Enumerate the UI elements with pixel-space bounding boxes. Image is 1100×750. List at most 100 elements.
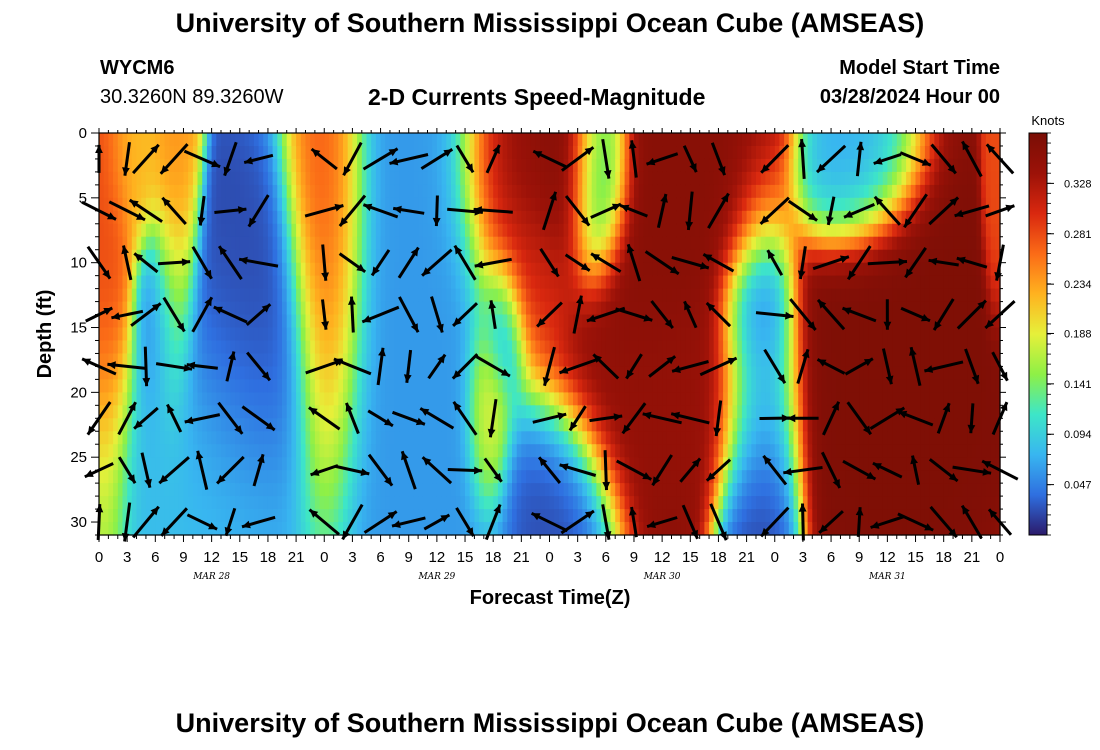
heatmap-cell: [530, 522, 536, 536]
heatmap-cell: [587, 301, 593, 316]
heatmap-cell: [188, 249, 194, 264]
heatmap-cell: [629, 522, 635, 536]
heatmap-cell: [169, 483, 175, 497]
heatmap-cell: [817, 340, 823, 355]
heatmap-cell: [352, 327, 358, 342]
heatmap-cell: [150, 392, 156, 406]
heatmap-cell: [131, 158, 138, 173]
heatmap-cell: [206, 379, 213, 393]
heatmap-cell: [737, 444, 743, 458]
heatmap-cell: [802, 483, 809, 497]
heatmap-cell: [343, 288, 349, 303]
heatmap-cell: [441, 457, 447, 471]
heatmap-cell: [338, 133, 344, 147]
heatmap-cell: [587, 184, 593, 199]
heatmap-cell: [127, 353, 133, 368]
heatmap-cell: [624, 197, 630, 212]
heatmap-cell: [371, 431, 377, 445]
heatmap-cell: [835, 353, 842, 368]
heatmap-cell: [788, 496, 795, 510]
heatmap-cell: [704, 197, 710, 212]
heatmap-cell: [671, 236, 677, 251]
heatmap-cell: [521, 522, 527, 536]
heatmap-cell: [469, 184, 475, 199]
heatmap-cell: [230, 275, 236, 290]
heatmap-cell: [558, 418, 565, 432]
heatmap-cell: [235, 522, 241, 536]
heatmap-cell: [272, 340, 278, 355]
heatmap-cell: [418, 171, 424, 186]
heatmap-cell: [526, 210, 532, 225]
heatmap-cell: [535, 470, 541, 484]
heatmap-cell: [113, 483, 119, 497]
heatmap-cell: [666, 197, 673, 212]
heatmap-cell: [216, 340, 222, 355]
heatmap-cell: [544, 392, 551, 406]
heatmap-cell: [422, 249, 429, 264]
heatmap-cell: [479, 444, 485, 458]
heatmap-cell: [436, 146, 443, 160]
heatmap-cell: [474, 197, 480, 212]
heatmap-cell: [319, 444, 325, 458]
heatmap-cell: [169, 197, 175, 212]
heatmap-cell: [563, 133, 569, 147]
heatmap-cell: [483, 444, 490, 458]
heatmap-cell: [591, 301, 597, 316]
heatmap-cell: [103, 353, 109, 368]
heatmap-cell: [282, 366, 288, 380]
heatmap-cell: [436, 184, 443, 199]
heatmap-cell: [469, 470, 475, 484]
heatmap-cell: [474, 133, 480, 147]
heatmap-cell: [483, 457, 490, 471]
heatmap-cell: [239, 496, 246, 510]
heatmap-cell: [573, 379, 579, 393]
heatmap-cell: [300, 223, 307, 238]
heatmap-cell: [296, 171, 302, 186]
heatmap-cell: [741, 262, 748, 277]
heatmap-cell: [709, 444, 715, 458]
heatmap-cell: [258, 223, 264, 238]
heatmap-cell: [680, 184, 687, 199]
heatmap-cell: [709, 405, 715, 419]
heatmap-cell: [540, 379, 546, 393]
heatmap-cell: [793, 171, 799, 186]
heatmap-cell: [727, 146, 734, 160]
heatmap-cell: [826, 327, 832, 342]
heatmap-cell: [136, 431, 142, 445]
heatmap-cell: [427, 210, 433, 225]
heatmap-cell: [821, 275, 827, 290]
heatmap-cell: [286, 340, 292, 355]
heatmap-cell: [108, 171, 114, 186]
heatmap-cell: [554, 353, 560, 368]
heatmap-cell: [108, 509, 114, 523]
heatmap-cell: [352, 353, 358, 368]
heatmap-cell: [554, 418, 560, 432]
heatmap-cell: [770, 522, 776, 536]
heatmap-cell: [127, 483, 133, 497]
heatmap-cell: [671, 158, 677, 173]
heatmap-cell: [521, 288, 527, 303]
heatmap-cell: [493, 301, 499, 316]
heatmap-cell: [634, 314, 640, 329]
heatmap-cell: [385, 457, 391, 471]
heatmap-cell: [493, 133, 499, 147]
heatmap-cell: [160, 210, 166, 225]
heatmap-cell: [526, 340, 532, 355]
heatmap-cell: [183, 470, 189, 484]
heatmap-cell: [216, 418, 222, 432]
heatmap-cell: [235, 327, 241, 342]
heatmap-cell: [788, 340, 795, 355]
heatmap-cell: [230, 496, 236, 510]
heatmap-cell: [422, 483, 429, 497]
heatmap-cell: [699, 236, 705, 251]
heatmap-cell: [699, 444, 705, 458]
heatmap-cell: [249, 158, 255, 173]
heatmap-cell: [577, 392, 583, 406]
heatmap-cell: [507, 457, 513, 471]
heatmap-cell: [314, 158, 321, 173]
heatmap-cell: [605, 275, 612, 290]
heatmap-cell: [840, 509, 846, 523]
heatmap-cell: [845, 418, 851, 432]
heatmap-cell: [216, 457, 222, 471]
heatmap-cell: [826, 379, 832, 393]
